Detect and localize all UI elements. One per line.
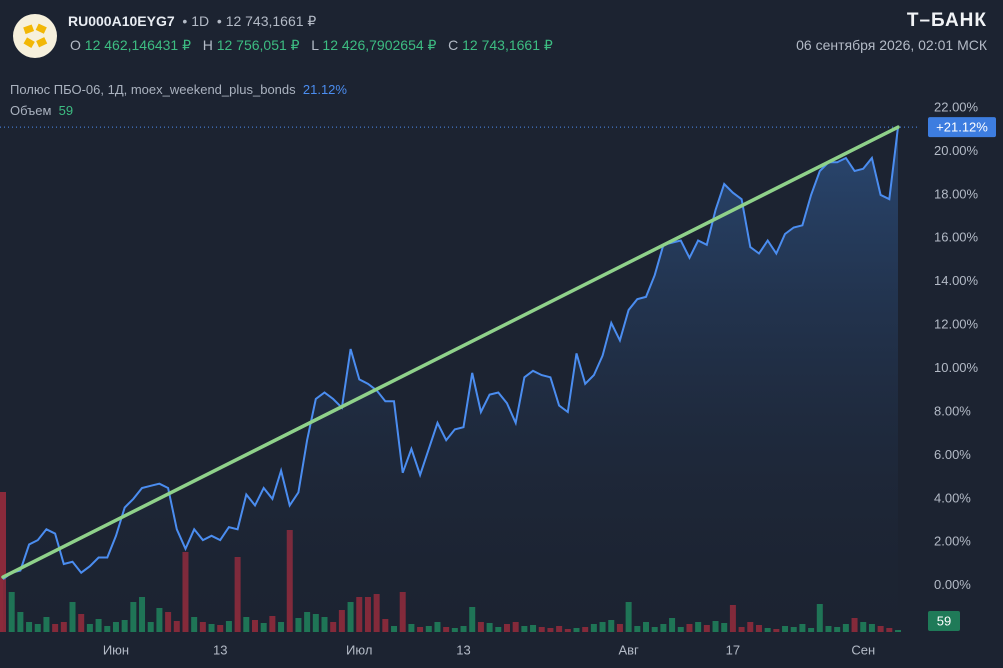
ohlc-label: H [202, 37, 213, 53]
area-fill [3, 127, 898, 632]
logo [13, 14, 57, 58]
price: 12 743,1661 ₽ [225, 13, 317, 29]
line [2, 126, 899, 581]
ohlc-label: L [311, 37, 319, 53]
ohlc-label: O [70, 37, 81, 53]
x-tick-label: Июн [103, 642, 129, 657]
legend-series: Полюс ПБО-06, 1Д, moex_weekend_plus_bond… [10, 82, 347, 97]
x-tick-label: Авг [618, 642, 639, 657]
ohlc-value: 12 756,051 ₽ [216, 37, 300, 53]
y-tick-label: 18.00% [934, 186, 979, 201]
legend-name: Полюс ПБО-06, 1Д, moex_weekend_plus_bond… [10, 82, 296, 97]
volume-tag [928, 611, 960, 631]
y-tick-label: 16.00% [934, 230, 979, 245]
trend-line [1, 125, 900, 579]
volume-tag-label: 59 [937, 613, 951, 628]
x-tick-label: 13 [456, 642, 470, 657]
x-tick-label: Июл [346, 642, 372, 657]
legend-volume: Объем 59 [10, 103, 73, 118]
y-tick-label: 2.00% [934, 534, 971, 549]
interval: 1D [191, 13, 210, 29]
volume-bar [0, 492, 6, 632]
ohlc-value: 12 743,1661 ₽ [462, 37, 553, 53]
price-tag-label: +21.12% [936, 120, 988, 135]
y-tick-label: 8.00% [934, 403, 971, 418]
x-tick-label: 17 [726, 642, 740, 657]
ticker: RU000A10EYG7 [68, 13, 175, 29]
header-line: RU000A10EYG7 • 1D • 12 743,1661 ₽ [68, 13, 317, 29]
datetime: 06 сентября 2026, 02:01 МСК [796, 37, 987, 53]
ohlc-line: O 12 462,146431 ₽ H 12 756,051 ₽ L 12 42… [70, 37, 553, 54]
x-tick-label: 13 [213, 642, 227, 657]
y-tick-label: 6.00% [934, 447, 971, 462]
ohlc-label: C [448, 37, 459, 53]
ohlc-value: 12 426,7902654 ₽ [322, 37, 437, 53]
y-tick-label: 0.00% [934, 577, 971, 592]
y-tick-label: 22.00% [934, 99, 979, 114]
legend-value: 59 [58, 103, 74, 118]
price-tag [928, 117, 996, 138]
x-tick-label: Сен [851, 642, 875, 657]
y-tick-label: 10.00% [934, 360, 979, 375]
y-tick-label: 4.00% [934, 490, 971, 505]
logo-mark [23, 23, 48, 48]
y-tick-label: 12.00% [934, 317, 979, 332]
y-tick-label: 14.00% [934, 273, 979, 288]
brand: Т–БАНК [906, 10, 987, 31]
ohlc-value: 12 462,146431 ₽ [84, 37, 192, 53]
legend-value: 21.12% [302, 82, 347, 97]
y-tick-label: 20.00% [934, 143, 979, 158]
legend-name: Объем [10, 103, 52, 118]
